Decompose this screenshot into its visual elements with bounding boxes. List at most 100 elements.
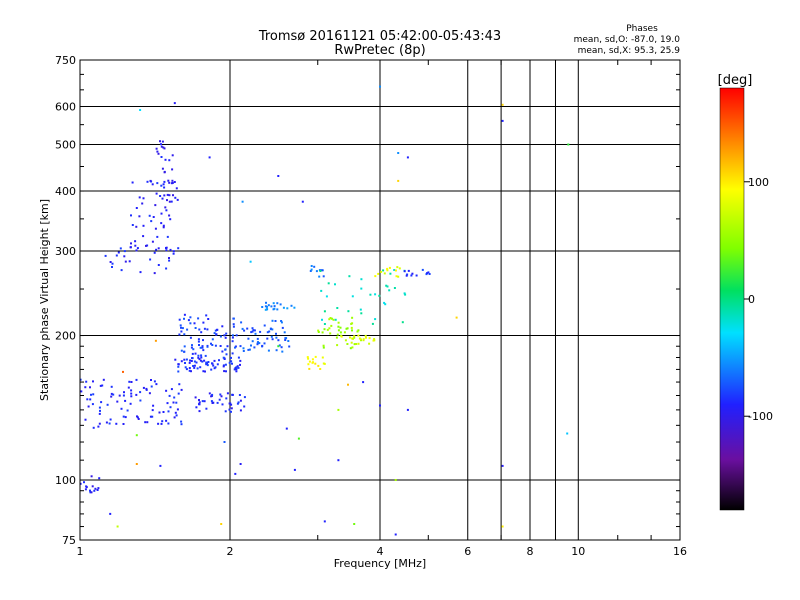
data-point xyxy=(171,182,174,184)
data-point xyxy=(135,434,138,437)
data-point xyxy=(310,265,313,267)
data-point xyxy=(394,269,397,272)
data-point xyxy=(195,406,198,409)
data-point xyxy=(315,270,318,273)
data-point xyxy=(235,366,238,369)
data-point xyxy=(285,427,288,430)
data-point xyxy=(210,342,212,345)
data-point xyxy=(190,346,193,349)
data-point xyxy=(110,395,113,398)
data-point xyxy=(337,329,340,332)
data-point xyxy=(172,194,174,197)
data-point xyxy=(99,409,101,412)
data-point xyxy=(124,260,127,263)
data-point xyxy=(122,370,124,373)
data-point xyxy=(150,385,153,388)
data-point xyxy=(231,340,234,343)
data-point xyxy=(150,220,153,223)
data-point xyxy=(201,400,204,403)
data-point xyxy=(221,325,224,328)
data-point xyxy=(360,312,363,315)
data-point xyxy=(197,340,200,343)
phase-stats-o: mean, sd,O: -87.0, 19.0 xyxy=(574,35,681,45)
data-point xyxy=(266,305,268,308)
data-point xyxy=(207,318,210,320)
data-point xyxy=(239,399,242,402)
data-point xyxy=(271,319,274,322)
data-point xyxy=(191,344,193,347)
data-point xyxy=(339,331,342,334)
data-point xyxy=(362,338,365,341)
data-point xyxy=(145,244,147,247)
data-point xyxy=(203,327,206,330)
y-tick-label: 600 xyxy=(55,101,76,114)
data-point xyxy=(203,400,206,403)
data-point xyxy=(234,346,236,349)
data-point xyxy=(214,366,217,369)
data-point xyxy=(257,341,259,344)
axes: 1 2 4 6 8 10 16 75 100 200 300 400 500 600 750 xyxy=(55,54,687,558)
data-point xyxy=(204,354,207,357)
data-point xyxy=(344,339,347,342)
data-point xyxy=(403,270,406,273)
data-point xyxy=(146,180,149,183)
data-point xyxy=(330,317,333,320)
data-point xyxy=(163,171,166,174)
data-point xyxy=(167,410,170,413)
data-point xyxy=(161,140,164,143)
data-point xyxy=(90,475,93,478)
data-point xyxy=(173,416,176,419)
data-point xyxy=(277,345,280,348)
data-point xyxy=(349,336,351,339)
data-point xyxy=(337,408,340,411)
data-point xyxy=(215,333,218,336)
data-point xyxy=(223,370,226,373)
data-point xyxy=(136,247,139,250)
data-point xyxy=(185,368,188,371)
data-point xyxy=(230,407,233,410)
data-point xyxy=(139,271,142,274)
data-point xyxy=(406,408,409,411)
data-point xyxy=(314,362,317,365)
data-point xyxy=(254,332,257,335)
data-point xyxy=(202,370,205,373)
data-point xyxy=(92,393,95,396)
data-point xyxy=(101,384,104,387)
data-point xyxy=(163,180,166,183)
data-point xyxy=(116,525,119,528)
data-point xyxy=(345,327,348,330)
data-point xyxy=(353,343,356,346)
data-point xyxy=(301,200,304,203)
y-tick-label: 75 xyxy=(62,534,76,547)
data-point xyxy=(160,212,163,215)
data-point xyxy=(327,282,330,285)
data-point xyxy=(110,392,113,395)
data-point xyxy=(85,380,88,383)
data-point xyxy=(394,479,397,481)
x-tick-label: 4 xyxy=(377,545,384,558)
data-point xyxy=(160,145,163,148)
data-point xyxy=(243,405,246,408)
data-point xyxy=(241,327,244,330)
data-point xyxy=(286,307,289,310)
y-tick-label: 300 xyxy=(55,245,76,258)
data-point xyxy=(100,401,103,404)
data-point xyxy=(256,337,259,340)
data-point xyxy=(393,269,396,271)
data-point xyxy=(379,404,381,407)
data-point xyxy=(323,520,326,523)
data-point xyxy=(199,366,202,369)
data-point xyxy=(194,327,197,329)
data-point xyxy=(193,322,196,325)
data-point xyxy=(168,194,171,197)
data-point xyxy=(152,216,155,218)
data-point xyxy=(155,383,158,386)
data-point xyxy=(175,187,178,190)
data-point xyxy=(200,331,203,334)
x-tick-label: 2 xyxy=(227,545,234,558)
data-point xyxy=(266,331,269,334)
data-point xyxy=(386,285,389,288)
data-point xyxy=(247,337,250,340)
data-point xyxy=(368,342,371,345)
data-point xyxy=(317,364,320,367)
